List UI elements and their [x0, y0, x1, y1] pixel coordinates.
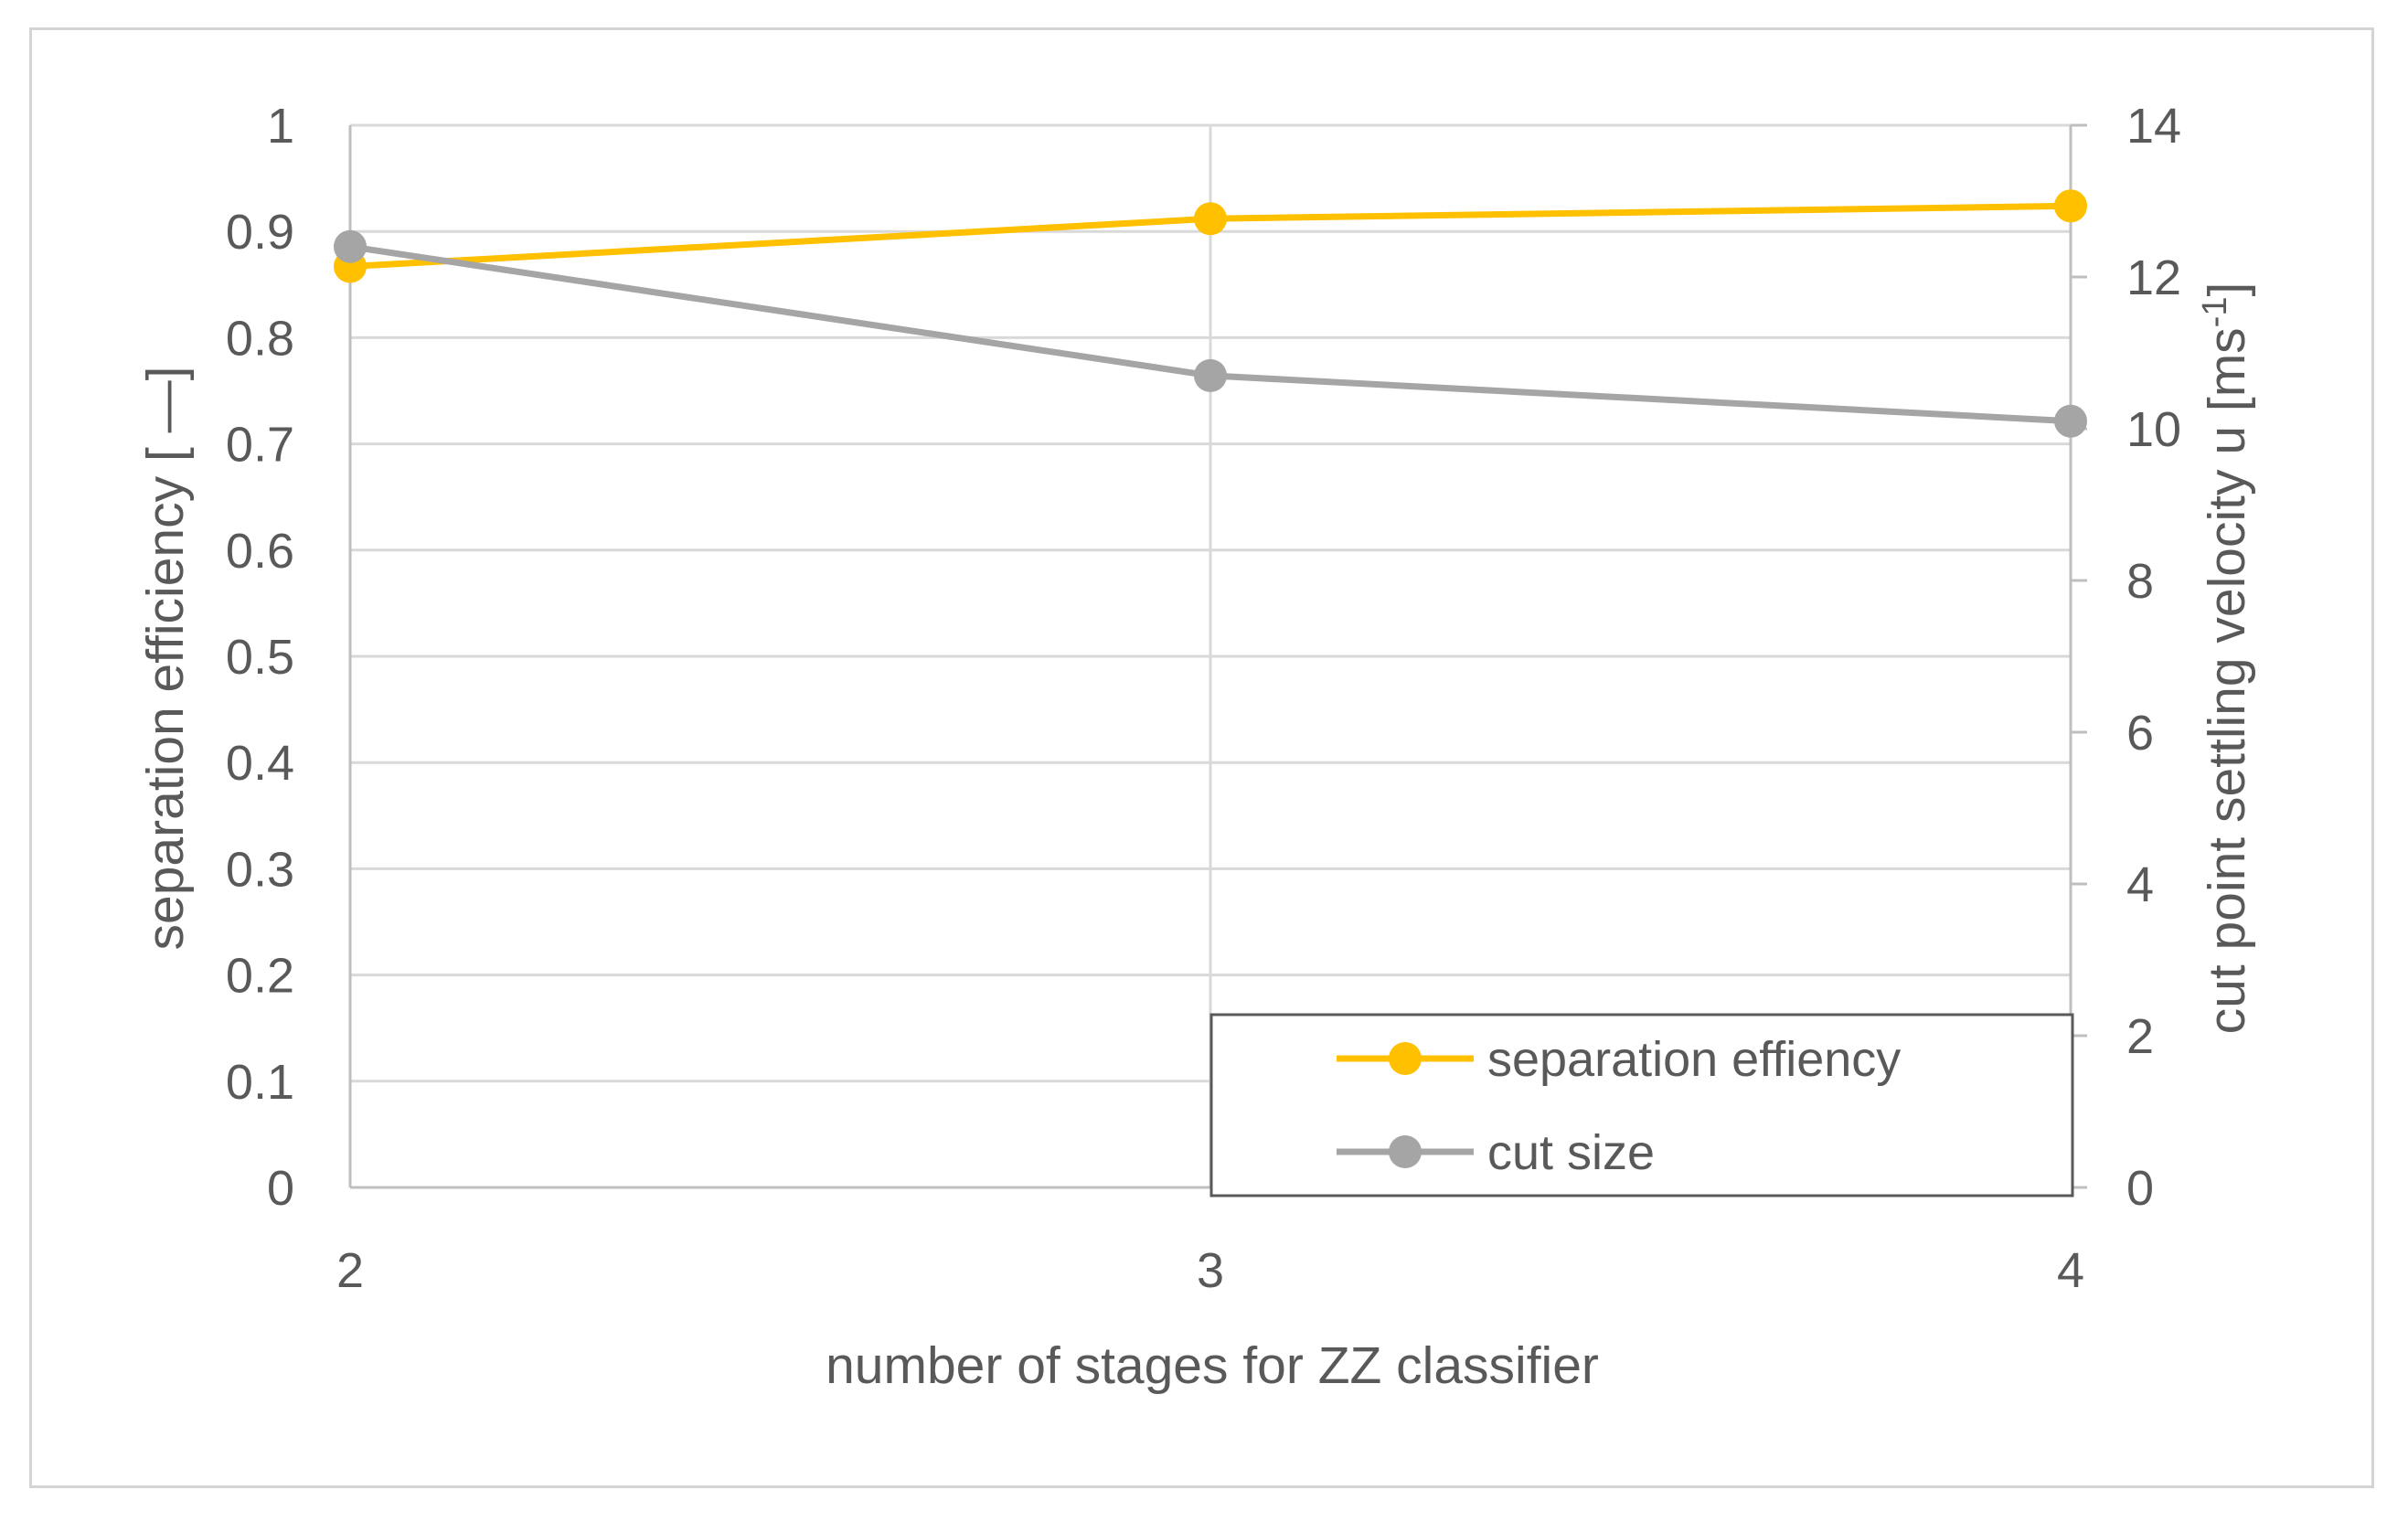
y-axis-right-title-superscript: -1: [2196, 297, 2234, 328]
series-layer: [334, 189, 2087, 438]
data-point: [1194, 358, 1227, 392]
legend-box: [1209, 1013, 2074, 1197]
data-point: [2054, 404, 2087, 438]
y-right-tick-label: 0: [2126, 1161, 2154, 1216]
x-axis-title: number of stages for ZZ classifier: [826, 1336, 1599, 1395]
y-left-tick-label: 0: [267, 1161, 294, 1216]
y-axis-right-title: cut point settling velocity u [ms-1]: [2196, 282, 2256, 1035]
data-point: [1194, 202, 1227, 236]
y-axis-right-title-main: cut point settling velocity u [ms: [2198, 327, 2256, 1034]
y-left-tick-label: 0.3: [226, 842, 294, 897]
y-left-tick-label: 0.2: [226, 949, 294, 1004]
legend: separation effiency cut size: [1209, 1013, 2074, 1197]
y-right-tick-label: 12: [2126, 250, 2181, 305]
y-left-tick-label: 0.8: [226, 311, 294, 366]
y-axis-left-title: separation efficiency [ —]: [136, 367, 195, 951]
chart-frame: [29, 27, 2374, 1488]
legend-label: separation effiency: [1487, 1032, 1901, 1087]
y-left-tick-label: 0.1: [226, 1055, 294, 1110]
y-axis-right-title-close: ]: [2198, 282, 2256, 297]
y-right-tick-label: 14: [2126, 99, 2181, 154]
y-right-tick-label: 8: [2126, 554, 2154, 609]
x-tick-label: 4: [2057, 1243, 2084, 1298]
y-left-tick-label: 0.5: [226, 630, 294, 685]
y-right-tick-label: 10: [2126, 402, 2181, 457]
x-tick-label: 2: [336, 1243, 364, 1298]
x-tick-label: 3: [1197, 1243, 1224, 1298]
data-point: [334, 229, 367, 263]
legend-label: cut size: [1487, 1125, 1655, 1180]
y-right-tick-label: 6: [2126, 706, 2154, 761]
y-right-tick-label: 2: [2126, 1009, 2154, 1064]
legend-swatch-marker: [1389, 1135, 1422, 1168]
series-1: [334, 189, 2087, 283]
y-left-tick-label: 0.9: [226, 205, 294, 260]
legend-swatch-marker: [1389, 1042, 1422, 1075]
y-left-tick-label: 0.4: [226, 736, 294, 791]
y-left-tick-label: 0.6: [226, 524, 294, 579]
legend-item-cut-size: cut size: [1337, 1125, 1655, 1180]
y-left-tick-label: 0.7: [226, 418, 294, 473]
data-point: [2054, 189, 2087, 223]
axes: 00.10.20.30.40.50.60.70.80.912 3 402468101…: [226, 99, 2181, 1298]
y-left-tick-label: 1: [267, 99, 294, 154]
legend-item-separation-efficiency: separation effiency: [1337, 1032, 1901, 1087]
y-right-tick-label: 4: [2126, 857, 2154, 912]
series-2: [334, 229, 2087, 438]
